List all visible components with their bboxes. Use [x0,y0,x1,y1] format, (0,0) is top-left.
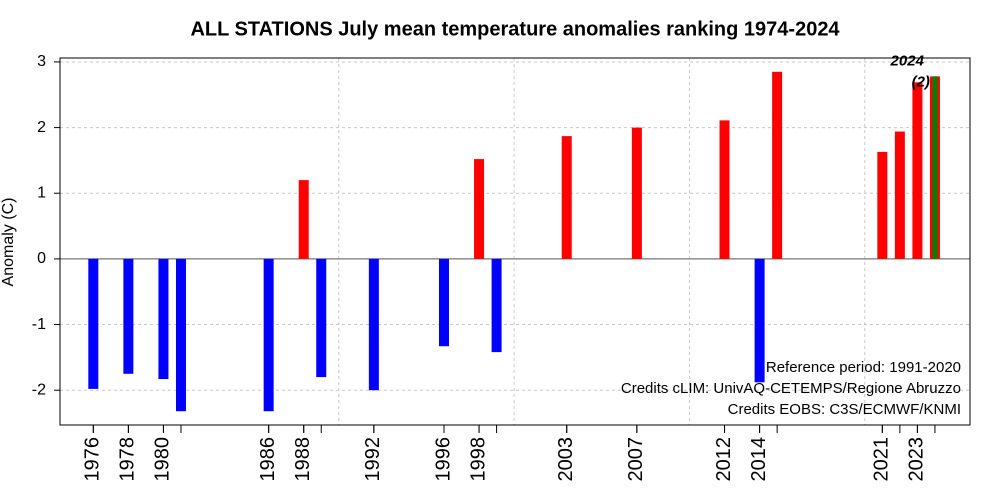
bar [491,258,502,353]
x-tick-label: 2007 [625,437,647,482]
x-tick-label: 1978 [117,437,139,482]
x-tick-label: 2023 [906,437,928,482]
y-tick-label: 2 [37,119,46,136]
bar [123,258,134,374]
x-tick-label: 1998 [467,437,489,482]
bar [438,258,449,347]
bar [877,151,888,259]
y-tick-label: 0 [37,250,46,267]
x-tick-label: 1986 [257,437,279,482]
y-tick-label: 1 [37,184,46,201]
x-tick-label: 1996 [432,437,454,482]
x-tick-label: 2012 [713,437,735,482]
x-tick-label: 2003 [555,437,577,482]
bar [912,82,923,259]
bar [368,258,379,391]
bar [894,131,905,259]
highlight-label: (2) [912,73,930,90]
bar [561,136,572,259]
annotation: Credits EOBS: C3S/ECMWF/KNMI [728,401,961,418]
bar [158,258,169,380]
bar [175,258,186,412]
highlight-bar [932,76,938,259]
x-tick-label: 2021 [871,437,893,482]
bar [772,71,783,259]
y-axis-label: Anomaly (C) [0,198,17,287]
bar [263,258,274,412]
annotation: Reference period: 1991-2020 [766,359,961,376]
x-tick-label: 2014 [748,437,770,482]
bar [754,258,765,383]
x-tick-label: 1988 [292,437,314,482]
plot-frame [59,57,971,426]
x-tick-label: 1976 [82,437,104,482]
chart-title: ALL STATIONS July mean temperature anoma… [190,18,840,40]
annotation: Credits cLIM: UnivAQ-CETEMPS/Regione Abr… [621,380,961,397]
bar [316,258,327,378]
highlight-label: 2024 [890,52,925,69]
bar [298,180,309,259]
y-tick-label: -1 [32,316,46,333]
bar [474,159,485,259]
y-tick-label: 3 [37,53,46,70]
bar [88,258,99,389]
y-tick-label: -2 [32,381,46,398]
x-tick-label: 1980 [152,437,174,482]
x-tick-label: 1992 [362,437,384,482]
bar [719,120,730,259]
bar [631,127,642,259]
